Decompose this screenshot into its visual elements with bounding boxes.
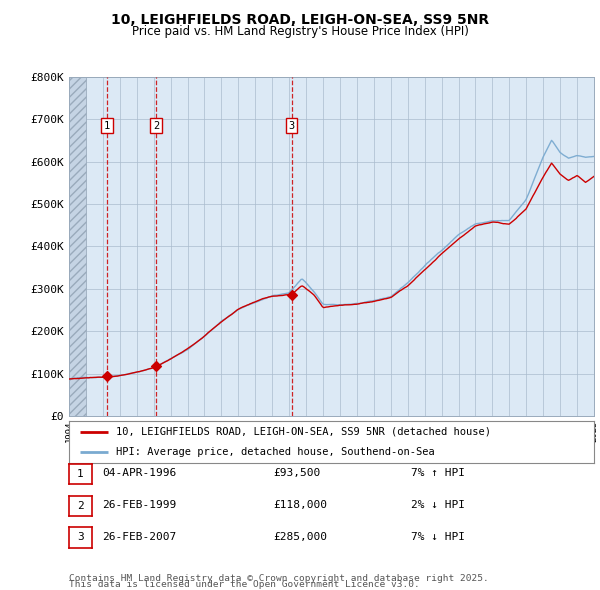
Point: [103, 372, 112, 381]
Text: 10, LEIGHFIELDS ROAD, LEIGH-ON-SEA, SS9 5NR: 10, LEIGHFIELDS ROAD, LEIGH-ON-SEA, SS9 …: [111, 13, 489, 27]
Text: HPI: Average price, detached house, Southend-on-Sea: HPI: Average price, detached house, Sout…: [116, 447, 435, 457]
Text: £285,000: £285,000: [273, 532, 327, 542]
Text: 26-FEB-2007: 26-FEB-2007: [102, 532, 176, 542]
Text: 04-APR-1996: 04-APR-1996: [102, 468, 176, 478]
Text: 1: 1: [77, 469, 84, 478]
Text: £93,500: £93,500: [273, 468, 320, 478]
Text: This data is licensed under the Open Government Licence v3.0.: This data is licensed under the Open Gov…: [69, 581, 420, 589]
Text: 3: 3: [289, 121, 295, 131]
Text: 2: 2: [77, 501, 84, 510]
Text: 26-FEB-1999: 26-FEB-1999: [102, 500, 176, 510]
Text: 2: 2: [153, 121, 160, 131]
Text: 2% ↓ HPI: 2% ↓ HPI: [411, 500, 465, 510]
Text: £118,000: £118,000: [273, 500, 327, 510]
Text: Price paid vs. HM Land Registry's House Price Index (HPI): Price paid vs. HM Land Registry's House …: [131, 25, 469, 38]
Text: 7% ↓ HPI: 7% ↓ HPI: [411, 532, 465, 542]
Bar: [69, 77, 86, 416]
Text: Contains HM Land Registry data © Crown copyright and database right 2025.: Contains HM Land Registry data © Crown c…: [69, 574, 489, 583]
Text: 10, LEIGHFIELDS ROAD, LEIGH-ON-SEA, SS9 5NR (detached house): 10, LEIGHFIELDS ROAD, LEIGH-ON-SEA, SS9 …: [116, 427, 491, 437]
Text: 7% ↑ HPI: 7% ↑ HPI: [411, 468, 465, 478]
Point: [151, 361, 161, 371]
Text: 1: 1: [104, 121, 110, 131]
Point: [287, 290, 296, 300]
Text: 3: 3: [77, 533, 84, 542]
